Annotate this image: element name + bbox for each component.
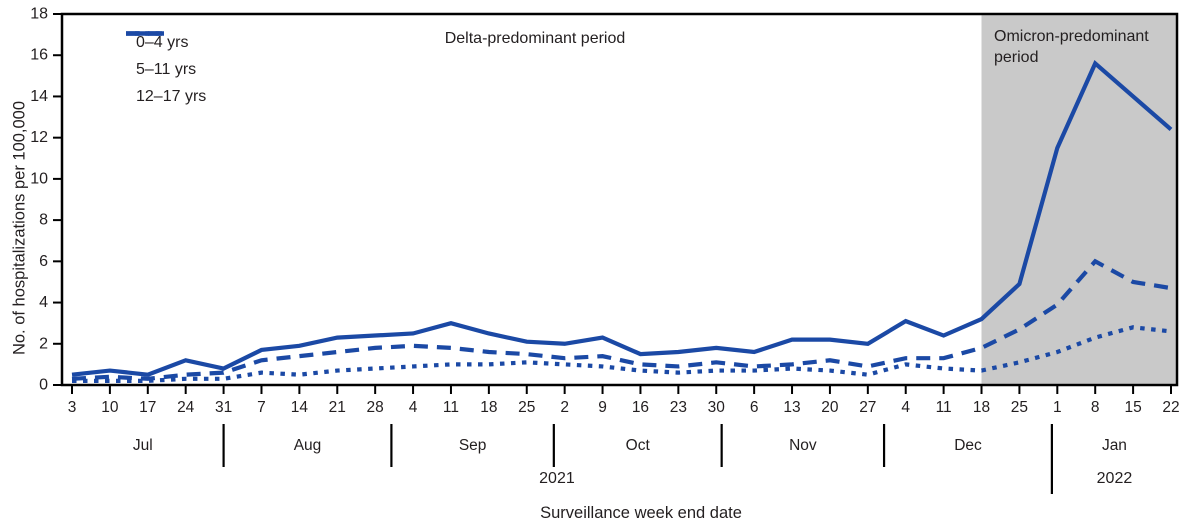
x-axis-tick-label: 8	[1091, 399, 1100, 416]
y-axis-tick-label: 16	[30, 47, 48, 64]
legend-label: 12–17 yrs	[136, 88, 207, 105]
legend-item-5-11-yrs: 5–11 yrs	[126, 31, 206, 83]
x-axis-tick-label: 27	[859, 399, 876, 416]
x-axis-tick-label: 24	[177, 399, 195, 416]
y-axis-tick-label: 8	[39, 212, 48, 229]
x-axis-tick-label: 22	[1162, 399, 1179, 416]
delta-period-label: Delta-predominant period	[444, 30, 626, 47]
x-axis-tick-label: 25	[1011, 399, 1028, 416]
chart-legend: 0–4 yrs 5–11 yrs 12–17 yrs	[126, 29, 206, 110]
year-label: 2022	[1097, 470, 1133, 487]
x-axis-tick-label: 30	[708, 399, 726, 416]
omicron-period-label: Omicron-predominant period	[994, 28, 1149, 66]
omicron-shaded-region	[981, 15, 1176, 384]
x-axis-tick-label: 25	[518, 399, 535, 416]
dashed-line-swatch-icon	[126, 31, 162, 36]
x-axis-tick-label: 11	[936, 399, 952, 416]
month-label: Nov	[789, 437, 817, 454]
series-line-solid	[71, 60, 1173, 377]
x-axis-tick-label: 7	[257, 399, 266, 416]
x-axis-tick-label: 9	[598, 399, 607, 416]
month-label: Jan	[1102, 437, 1127, 454]
x-axis-tick-label: 18	[973, 399, 990, 416]
month-label: Aug	[294, 437, 322, 454]
x-axis-tick-label: 10	[101, 399, 119, 416]
x-axis-tick-label: 1	[1053, 399, 1062, 416]
y-axis-tick-label: 10	[30, 170, 48, 187]
x-axis-tick-label: 14	[291, 399, 309, 416]
x-axis-tick-label: 3	[68, 399, 77, 416]
legend-item-12-17-yrs: 12–17 yrs	[126, 31, 207, 110]
month-label: Sep	[459, 437, 487, 454]
x-axis-tick-label: 4	[901, 399, 910, 416]
month-label: Dec	[954, 437, 982, 454]
legend-label: 0–4 yrs	[136, 34, 189, 51]
y-axis-tick-label: 18	[30, 6, 48, 23]
y-axis-tick-label: 12	[30, 129, 48, 146]
series-line-dotted	[72, 325, 1172, 383]
x-axis-tick-label: 20	[821, 399, 839, 416]
x-axis-title: Surveillance week end date	[540, 504, 742, 522]
y-axis-tick-label: 14	[30, 88, 48, 105]
x-axis-tick-label: 13	[783, 399, 800, 416]
y-axis-tick-label: 4	[39, 294, 48, 311]
y-axis-tick-label: 2	[39, 335, 48, 352]
month-label: Oct	[626, 437, 651, 454]
axis-frame	[60, 12, 1179, 387]
x-axis-tick-label: 21	[329, 399, 346, 416]
month-label: Jul	[133, 437, 153, 454]
x-axis-tick-label: 23	[670, 399, 687, 416]
x-axis-tick-label: 4	[409, 399, 418, 416]
y-axis-tick-label: 0	[39, 377, 48, 394]
x-axis-tick-label: 17	[139, 399, 156, 416]
x-axis-tick-label: 16	[632, 399, 649, 416]
x-axis-tick-label: 31	[215, 399, 232, 416]
series-line-dashed	[71, 258, 1172, 381]
x-axis-tick-label: 18	[480, 399, 497, 416]
x-axis-tick-label: 28	[367, 399, 384, 416]
y-axis-tick-label: 6	[39, 253, 48, 270]
x-axis-tick-label: 6	[750, 399, 759, 416]
legend-label: 5–11 yrs	[136, 61, 197, 78]
x-axis-tick-label: 11	[443, 399, 459, 416]
year-label: 2021	[539, 470, 575, 487]
x-axis-tick-label: 15	[1124, 399, 1141, 416]
x-axis-tick-label: 2	[560, 399, 569, 416]
y-axis-title: No. of hospitalizations per 100,000	[10, 100, 29, 356]
